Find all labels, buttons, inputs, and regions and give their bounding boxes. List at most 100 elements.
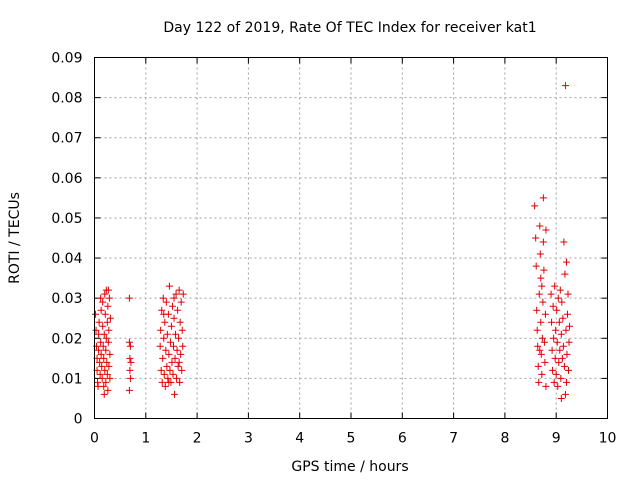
data-point-marker	[97, 338, 105, 346]
data-point-marker	[179, 290, 187, 298]
data-point-marker	[94, 378, 102, 386]
y-tick-label: 0.05	[51, 211, 82, 227]
data-point-marker	[106, 314, 114, 322]
chart-title: Day 122 of 2019, Rate Of TEC Index for r…	[163, 20, 536, 36]
data-point-marker	[169, 370, 177, 378]
data-point-marker	[172, 330, 180, 338]
data-point-marker	[531, 202, 539, 210]
data-point-marker	[533, 326, 541, 334]
data-point-marker	[174, 362, 182, 370]
data-point-marker	[102, 334, 110, 342]
data-point-marker	[538, 282, 546, 290]
data-point-marker	[557, 394, 565, 402]
data-point-marker	[548, 346, 556, 354]
data-point-marker	[550, 334, 558, 342]
data-point-marker	[178, 366, 186, 374]
x-tick-label: 1	[141, 431, 150, 447]
data-point-marker	[558, 354, 566, 362]
data-point-marker	[555, 358, 563, 366]
data-point-marker	[540, 266, 548, 274]
data-point-marker	[178, 326, 186, 334]
data-point-marker	[104, 386, 112, 394]
data-point-marker	[557, 374, 565, 382]
data-point-marker	[160, 370, 168, 378]
data-point-marker	[158, 306, 166, 314]
data-point-marker	[100, 382, 108, 390]
data-point-marker	[126, 342, 134, 350]
data-point-marker	[159, 294, 167, 302]
data-point-marker	[163, 362, 171, 370]
data-point-marker	[538, 370, 546, 378]
data-point-marker	[533, 306, 541, 314]
data-point-marker	[125, 294, 133, 302]
data-point-marker	[126, 374, 134, 382]
data-point-marker	[565, 338, 573, 346]
data-point-marker	[99, 298, 107, 306]
data-point-marker	[548, 318, 556, 326]
data-point-marker	[156, 342, 164, 350]
data-point-marker	[101, 290, 109, 298]
data-point-marker	[539, 238, 547, 246]
data-point-marker	[562, 378, 570, 386]
data-point-marker	[159, 354, 167, 362]
y-tick-label: 0.03	[51, 291, 82, 307]
data-point-marker	[557, 330, 565, 338]
y-tick-label: 0.07	[51, 131, 82, 147]
x-tick-label: 2	[193, 431, 202, 447]
data-point-marker	[556, 346, 564, 354]
y-tick-labels: 0 0.01 0.02 0.03 0.04 0.05 0.06 0.07 0.08 0.09	[51, 51, 82, 428]
data-point-marker	[535, 290, 543, 298]
x-tick-label: 5	[347, 431, 356, 447]
data-point-marker	[175, 358, 183, 366]
data-point-marker	[539, 194, 547, 202]
data-point-marker	[101, 366, 109, 374]
data-point-marker	[553, 338, 561, 346]
data-point-marker	[126, 354, 134, 362]
data-point-marker	[161, 318, 169, 326]
data-point-marker	[554, 382, 562, 390]
data-point-marker	[92, 326, 100, 334]
data-point-marker	[92, 310, 100, 318]
data-point-marker	[102, 378, 110, 386]
data-point-marker	[562, 326, 570, 334]
data-point-marker	[171, 390, 179, 398]
data-point-marker	[97, 306, 105, 314]
data-point-marker	[105, 294, 113, 302]
data-point-marker	[561, 390, 569, 398]
data-point-marker	[542, 226, 550, 234]
data-point-marker	[547, 290, 555, 298]
data-point-marker	[561, 270, 569, 278]
data-point-marker	[540, 338, 548, 346]
grid-lines	[94, 57, 608, 419]
data-point-marker	[104, 286, 112, 294]
data-point-marker	[553, 306, 561, 314]
data-point-marker	[537, 274, 545, 282]
x-tick-label: 4	[295, 431, 304, 447]
data-point-marker	[98, 374, 106, 382]
data-point-marker	[536, 222, 544, 230]
data-point-marker	[537, 350, 545, 358]
x-tick-label: 0	[90, 431, 99, 447]
data-point-marker	[165, 282, 173, 290]
data-point-marker	[125, 338, 133, 346]
data-point-marker	[165, 378, 173, 386]
x-tick-label: 10	[599, 431, 617, 447]
data-point-marker	[166, 338, 174, 346]
data-point-marker	[554, 294, 562, 302]
x-tick-label: 7	[449, 431, 458, 447]
data-point-marker	[541, 310, 549, 318]
data-point-marker	[566, 322, 574, 330]
data-point-marker	[534, 342, 542, 350]
data-point-marker	[95, 346, 103, 354]
data-point-marker	[177, 298, 185, 306]
data-point-marker	[97, 350, 105, 358]
data-point-marker	[562, 258, 570, 266]
y-tick-label: 0.09	[51, 51, 82, 67]
x-tick-labels: 0 1 2 3 4 5 6 7 8 9 10	[90, 431, 616, 447]
data-point-marker	[163, 330, 171, 338]
data-point-marker	[542, 382, 550, 390]
data-point-marker	[552, 326, 560, 334]
data-point-marker	[536, 250, 544, 258]
y-tick-label: 0.04	[51, 251, 82, 267]
data-point-marker	[157, 326, 165, 334]
